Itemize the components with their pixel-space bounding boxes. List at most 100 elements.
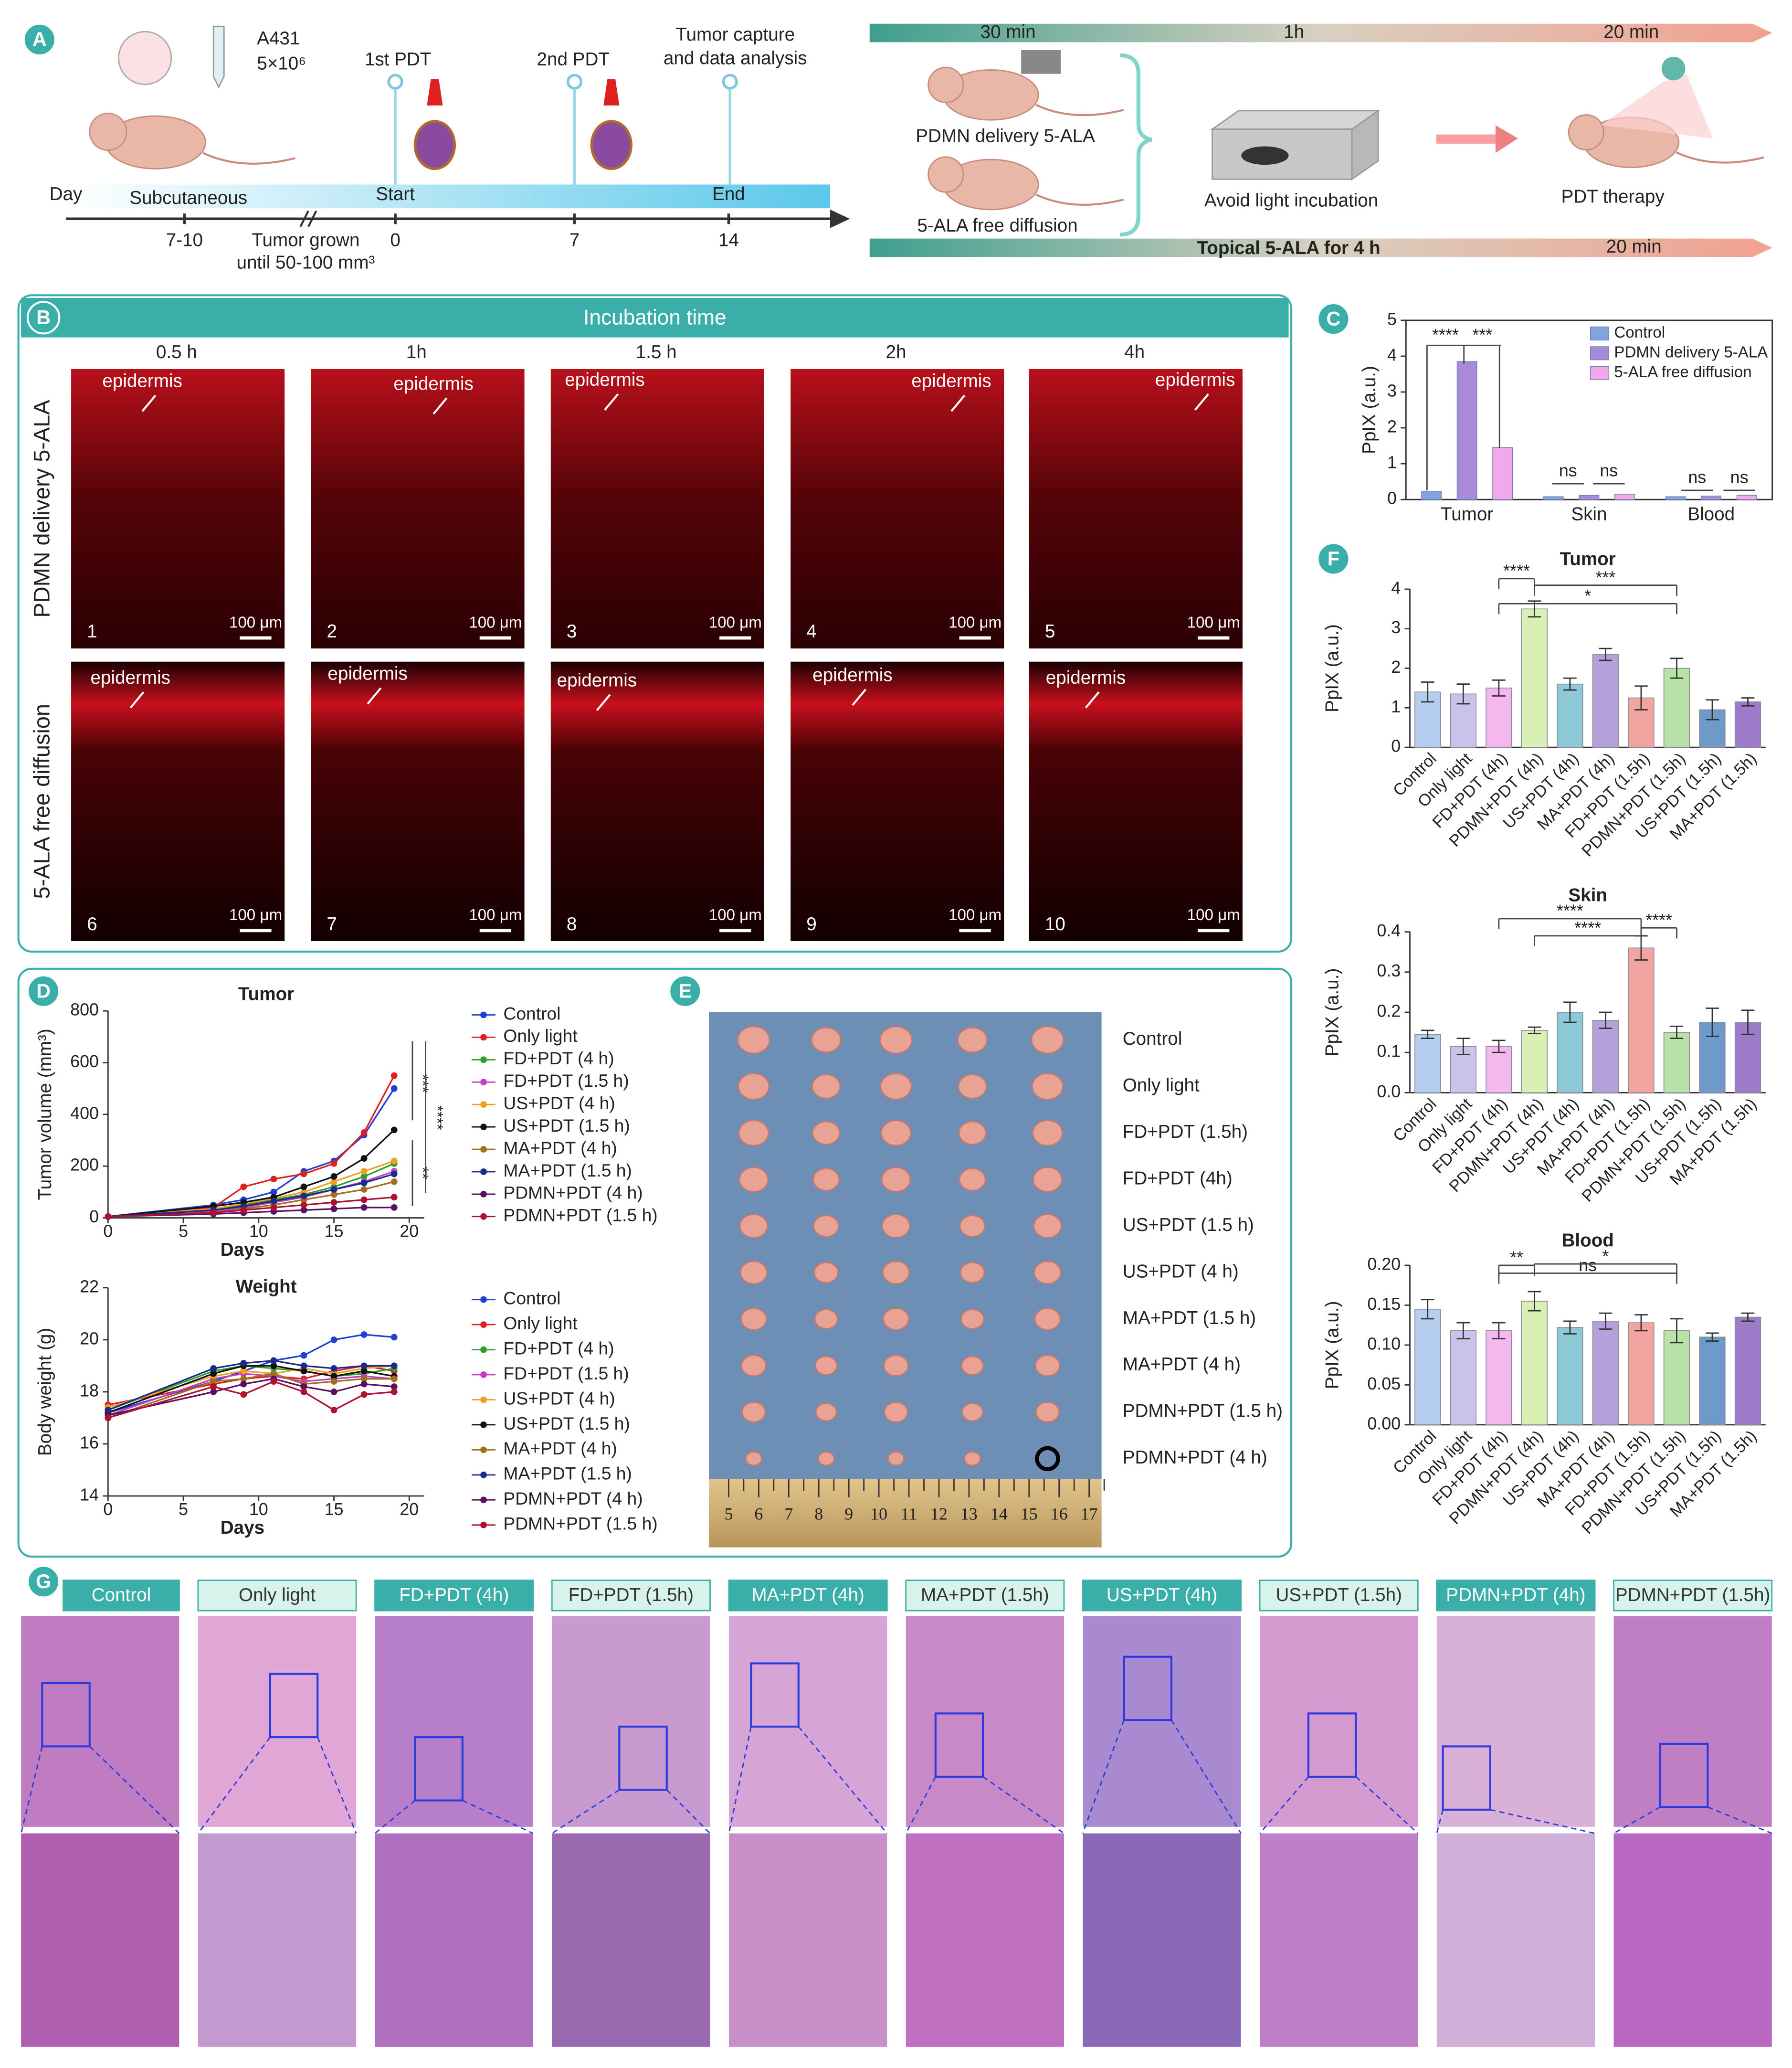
point xyxy=(330,1378,337,1385)
zoom-line xyxy=(1082,1719,1125,1834)
x-tick-label: 15 xyxy=(325,1221,344,1241)
micrograph xyxy=(1029,369,1243,649)
tumor-photo xyxy=(883,1355,909,1377)
series-line xyxy=(108,1207,394,1218)
x-tick-label: 10 xyxy=(249,1500,268,1519)
point xyxy=(360,1368,368,1375)
series-line xyxy=(108,1173,395,1218)
tumor-photo xyxy=(879,1026,913,1054)
significance: * xyxy=(1584,586,1591,605)
x-tick-label: 20 xyxy=(400,1500,419,1519)
significance: **** xyxy=(1557,901,1583,921)
y-tick-label: 0 xyxy=(1387,489,1397,508)
mouse-dark xyxy=(1241,146,1289,165)
zoom-box xyxy=(41,1682,91,1748)
group-header-label: PDMN+PDT (1.5h) xyxy=(1615,1585,1770,1605)
group-header xyxy=(197,1580,357,1612)
legend-label: PDMN+PDT (1.5 h) xyxy=(503,1514,657,1534)
bar xyxy=(1414,1034,1441,1093)
chart-title: Blood xyxy=(1561,1230,1613,1251)
point xyxy=(390,1072,398,1079)
legend-marker xyxy=(480,1471,487,1478)
y-tick-label: 2 xyxy=(1387,417,1397,436)
he-zoom xyxy=(1260,1833,1418,2047)
group-header xyxy=(1613,1580,1773,1612)
tumor-photo xyxy=(813,1262,839,1283)
legend-label: MA+PDT (4 h) xyxy=(503,1438,617,1458)
significance: *** xyxy=(1595,568,1615,587)
chart-title: Skin xyxy=(1568,885,1607,905)
group-header xyxy=(905,1580,1065,1612)
tumor-photo xyxy=(882,1261,910,1284)
label: and data analysis xyxy=(664,48,807,68)
panel-badge xyxy=(26,301,61,335)
image-number: 10 xyxy=(1045,914,1065,934)
zoom-box xyxy=(1307,1712,1357,1778)
series-line xyxy=(107,1365,394,1409)
label: Topical 5-ALA for 4 h xyxy=(1197,238,1381,258)
x-tick-label: 20 xyxy=(400,1221,419,1241)
epidermis-label: epidermis xyxy=(557,670,637,690)
label: 20 min xyxy=(1603,21,1659,42)
scale-label: 100 μm xyxy=(709,906,762,924)
bar xyxy=(1628,947,1655,1093)
label: until 50-100 mm³ xyxy=(236,252,375,273)
label: 5-ALA free diffusion xyxy=(917,215,1077,236)
zoom-line xyxy=(1355,1776,1419,1834)
bar xyxy=(1592,1321,1619,1425)
legend-label: PDMN+PDT (4 h) xyxy=(503,1183,643,1203)
he-image xyxy=(552,1616,710,1827)
zoom-line xyxy=(1259,1776,1309,1834)
legend-marker xyxy=(480,1213,487,1220)
bar xyxy=(1665,496,1686,500)
tumor-photo xyxy=(815,1402,837,1422)
he-image xyxy=(1436,1616,1595,1827)
micrograph xyxy=(1029,661,1243,941)
legend-label: Only light xyxy=(503,1313,578,1333)
legend-marker xyxy=(480,1011,487,1018)
tumor-photo xyxy=(740,1307,767,1331)
epidermis-label: epidermis xyxy=(1046,668,1126,688)
epidermis-label: epidermis xyxy=(812,665,892,685)
tumor-photo xyxy=(738,1167,769,1192)
y-tick-label: 4 xyxy=(1391,578,1401,597)
he-image xyxy=(1613,1616,1772,1827)
group-label: US+PDT (4 h) xyxy=(1123,1261,1239,1282)
tumor-photo xyxy=(738,1120,770,1146)
legend-marker xyxy=(480,1371,487,1378)
significance: *** xyxy=(414,1074,432,1093)
point xyxy=(300,1352,307,1359)
tumor-photo xyxy=(959,1215,986,1238)
point xyxy=(330,1205,337,1212)
he-zoom xyxy=(1436,1833,1595,2047)
tumor-photo xyxy=(957,1027,988,1053)
point xyxy=(270,1198,277,1205)
zoom-line xyxy=(316,1737,357,1834)
point xyxy=(390,1204,398,1211)
group-header xyxy=(728,1580,888,1612)
legend-label: Control xyxy=(503,1288,560,1308)
ruler-number: 13 xyxy=(960,1505,978,1524)
he-image xyxy=(1260,1616,1418,1827)
significance: ns xyxy=(1579,1256,1597,1275)
label: 5×10⁶ xyxy=(257,53,306,74)
tumor-photo xyxy=(739,1213,768,1239)
legend-marker xyxy=(480,1446,487,1453)
tumor-photo xyxy=(814,1356,838,1376)
epidermis-label: epidermis xyxy=(565,370,644,390)
mouse-tail xyxy=(1035,193,1124,206)
tumor-photo xyxy=(817,1451,835,1466)
bar xyxy=(1736,495,1757,500)
point xyxy=(360,1362,368,1369)
legend-marker xyxy=(480,1146,487,1153)
zoom-box xyxy=(1659,1742,1709,1808)
bar xyxy=(1456,361,1477,500)
legend-marker xyxy=(480,1034,487,1041)
mouse-tail xyxy=(1676,151,1764,164)
tumor-photo xyxy=(960,1308,985,1330)
y-tick-label: 2 xyxy=(1391,658,1401,677)
he-zoom xyxy=(1083,1833,1241,2047)
zoom-line xyxy=(982,1776,1065,1834)
legend-label: FD+PDT (4 h) xyxy=(503,1048,614,1068)
